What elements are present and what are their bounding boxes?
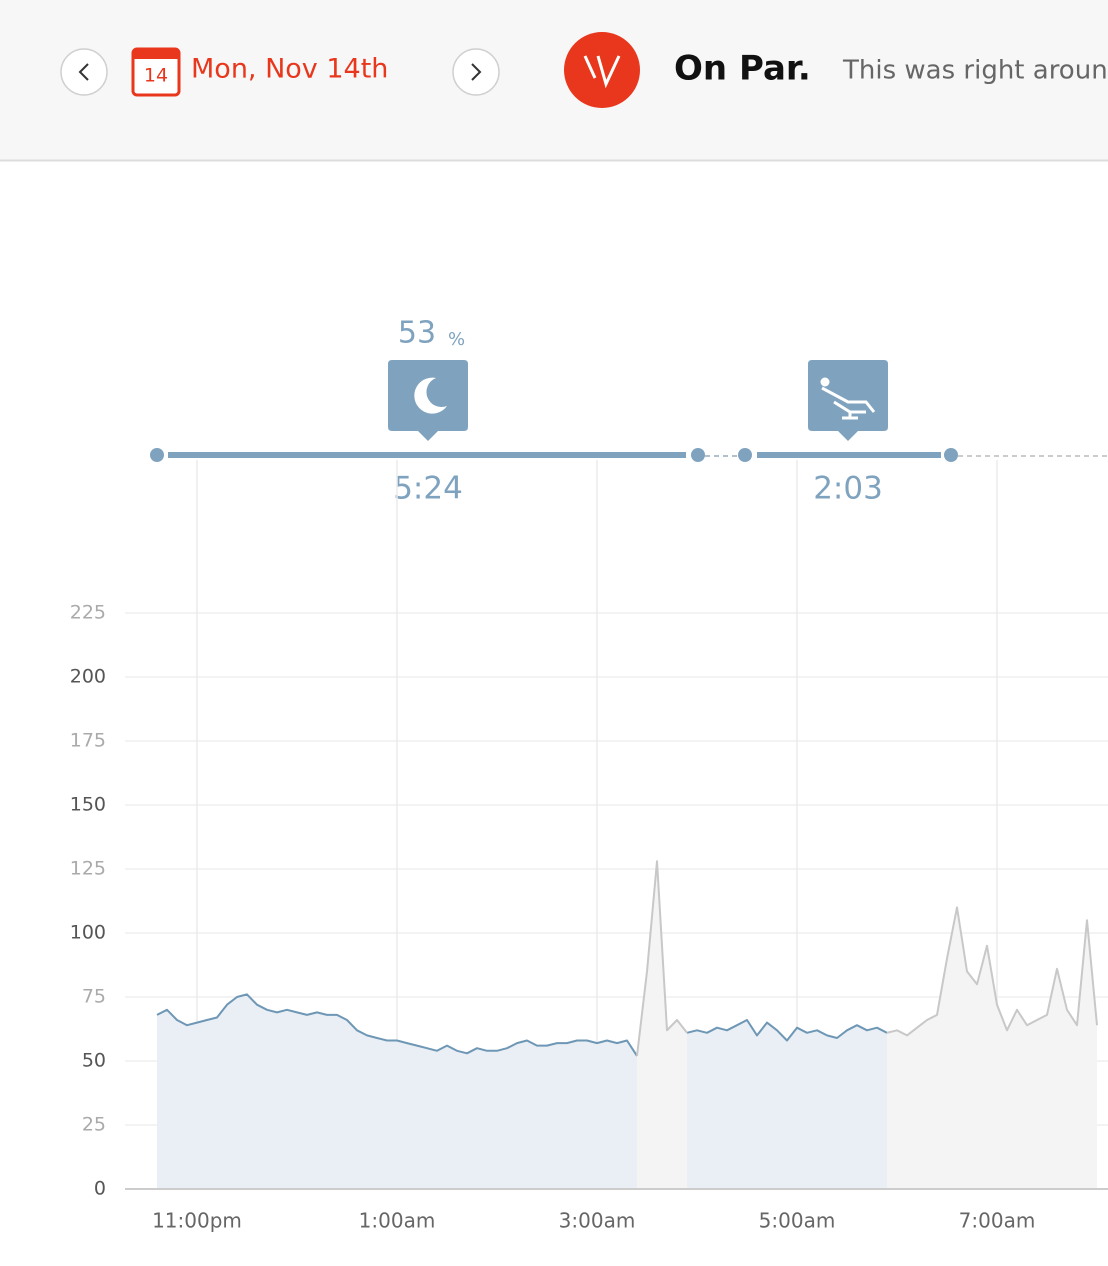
timeline-dots	[150, 448, 958, 462]
y-tick-label: 125	[70, 858, 106, 880]
status-subtitle: This was right around	[842, 56, 1108, 86]
performance-unit: %	[448, 329, 465, 350]
x-tick-label: 1:00am	[359, 1209, 436, 1233]
line	[636, 860, 1098, 1057]
y-tick-label: 150	[70, 794, 106, 816]
y-tick-label: 50	[82, 1050, 106, 1072]
y-tick-label: 175	[70, 730, 106, 752]
y-tick-label: 0	[94, 1178, 106, 1200]
next-button[interactable]	[452, 48, 500, 96]
header-bar	[0, 0, 1108, 160]
moon-icon	[414, 377, 447, 414]
y-tick-label: 25	[82, 1114, 106, 1136]
area	[157, 994, 887, 1189]
nap-duration: 2:03	[813, 471, 883, 507]
status-title: On Par.	[674, 49, 811, 89]
sleep-timeline: 53 % 5:24 2:03	[150, 316, 1108, 507]
y-tick-label: 100	[70, 922, 106, 944]
logo	[564, 32, 640, 108]
prev-button[interactable]	[60, 48, 108, 96]
x-tick-label: 5:00am	[759, 1209, 836, 1233]
sleep-performance: 53	[398, 316, 436, 351]
line	[156, 993, 888, 1057]
y-tick-label: 200	[70, 666, 106, 688]
x-tick-label: 7:00am	[959, 1209, 1036, 1233]
sleep-duration: 5:24	[393, 471, 463, 507]
y-tick-label: 75	[82, 986, 106, 1008]
date-label[interactable]: Mon, Nov 14th	[191, 54, 388, 85]
x-tick-label: 11:00pm	[152, 1209, 242, 1233]
calendar-icon[interactable]: 14	[131, 47, 181, 97]
x-tick-label: 3:00am	[559, 1209, 636, 1233]
heart-rate-chart: 0 25 50 75 100 125 150 175 200 225 11:00pm 1:00am 3:…	[70, 460, 1108, 1233]
area	[637, 861, 1097, 1189]
y-tick-label: 225	[70, 602, 106, 624]
calendar-day: 14	[144, 65, 168, 87]
recline-icon	[820, 377, 876, 420]
